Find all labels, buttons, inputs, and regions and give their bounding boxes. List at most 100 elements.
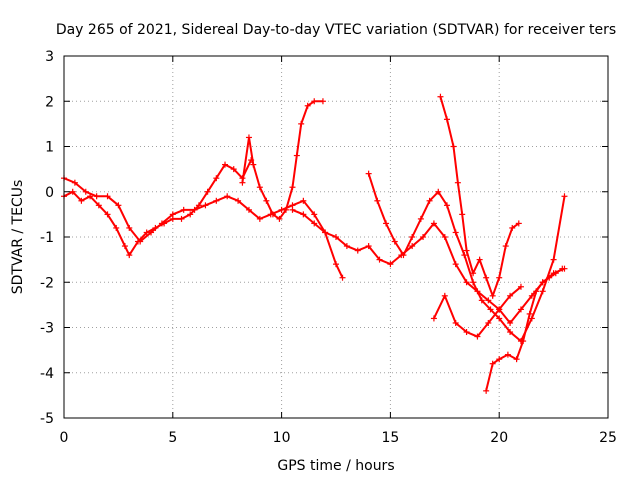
data-point-marker	[463, 329, 470, 336]
data-point-marker	[95, 202, 102, 209]
data-point-marker	[104, 193, 111, 200]
data-point-marker	[483, 387, 490, 394]
data-point-marker	[430, 220, 437, 227]
x-tick-label: 20	[490, 430, 508, 446]
data-point-marker	[256, 184, 263, 191]
y-tick-label: -1	[40, 230, 54, 246]
data-point-marker	[78, 197, 85, 204]
data-point-marker	[245, 206, 252, 213]
data-point-marker	[365, 170, 372, 177]
x-tick-label: 15	[381, 430, 399, 446]
data-point-marker	[300, 211, 307, 218]
data-point-marker	[496, 356, 503, 363]
series-line-track-7	[485, 267, 563, 392]
data-point-marker	[137, 238, 144, 245]
data-point-marker	[452, 261, 459, 268]
data-point-marker	[311, 220, 318, 227]
data-point-marker	[470, 279, 477, 286]
data-point-marker	[441, 292, 448, 299]
x-tick-label: 10	[273, 430, 291, 446]
data-point-marker	[450, 143, 457, 150]
data-point-marker	[463, 279, 470, 286]
data-point-marker	[552, 270, 559, 277]
tick-layer: 0 5 10 15 20 25 -5 -4 -3 -2 -1 0 1 2 3	[40, 49, 617, 446]
data-point-marker	[496, 306, 503, 313]
data-point-marker	[476, 256, 483, 263]
data-point-marker	[461, 252, 468, 259]
data-point-marker	[191, 206, 198, 213]
data-point-marker	[71, 179, 78, 186]
data-point-marker	[507, 319, 514, 326]
data-point-marker	[245, 134, 252, 141]
data-point-marker	[559, 265, 566, 272]
data-point-marker	[504, 351, 511, 358]
data-point-marker	[333, 261, 339, 268]
data-point-marker	[485, 319, 492, 326]
data-point-marker	[517, 306, 524, 313]
data-point-marker	[459, 211, 466, 218]
data-point-marker	[507, 292, 514, 299]
data-point-marker	[561, 193, 568, 200]
data-point-marker	[322, 229, 329, 236]
data-point-marker	[452, 229, 459, 236]
data-point-marker	[289, 184, 296, 191]
data-point-marker	[187, 211, 194, 218]
x-tick-label: 5	[168, 430, 177, 446]
data-point-marker	[409, 243, 416, 250]
data-point-marker	[463, 247, 470, 254]
y-tick-label: -4	[40, 366, 54, 382]
data-point-marker	[520, 338, 527, 345]
y-tick-label: -2	[40, 275, 54, 291]
series-line-track-2	[63, 177, 344, 279]
data-point-marker	[528, 292, 535, 299]
series-line-track-6	[439, 96, 520, 299]
data-point-marker	[452, 319, 459, 326]
y-tick-label: -5	[40, 411, 54, 427]
data-point-marker	[239, 179, 246, 186]
series-line-track-1	[63, 159, 253, 258]
data-point-marker	[430, 315, 437, 322]
y-axis-label: SDTVAR / TECUs	[10, 180, 26, 295]
data-point-marker	[374, 197, 381, 204]
data-point-marker	[437, 93, 444, 100]
data-point-marker	[93, 193, 100, 200]
data-point-marker	[126, 224, 133, 231]
y-tick-label: -3	[40, 321, 54, 337]
data-point-marker	[539, 288, 546, 295]
y-tick-label: 0	[45, 185, 54, 201]
data-point-marker	[550, 256, 557, 263]
data-point-marker	[487, 306, 494, 313]
data-point-marker	[158, 220, 165, 227]
data-point-marker	[293, 152, 300, 159]
data-point-marker	[235, 197, 242, 204]
data-point-marker	[515, 220, 522, 227]
data-point-marker	[409, 234, 416, 240]
data-point-marker	[496, 315, 503, 322]
data-point-marker	[496, 274, 503, 281]
data-point-marker	[121, 243, 128, 250]
data-point-marker	[507, 329, 514, 336]
data-point-marker	[533, 288, 540, 295]
data-point-marker	[546, 274, 553, 281]
data-point-marker	[282, 206, 289, 213]
data-point-marker	[169, 211, 176, 218]
data-point-marker	[454, 179, 461, 186]
data-point-marker	[289, 206, 296, 213]
data-point-marker	[509, 224, 516, 231]
series-line-track-3	[241, 100, 323, 221]
data-point-marker	[104, 211, 111, 218]
data-point-marker	[485, 297, 492, 304]
data-point-marker	[343, 243, 350, 250]
data-point-marker	[517, 283, 524, 290]
data-point-marker	[319, 98, 326, 105]
y-tick-label: 2	[45, 94, 54, 110]
x-tick-label: 25	[599, 430, 617, 446]
series-line-track-4	[292, 208, 565, 325]
data-point-marker	[391, 238, 398, 245]
data-point-marker	[113, 224, 120, 231]
data-point-marker	[383, 220, 390, 227]
data-point-marker	[365, 243, 372, 250]
data-point-marker	[528, 315, 535, 322]
